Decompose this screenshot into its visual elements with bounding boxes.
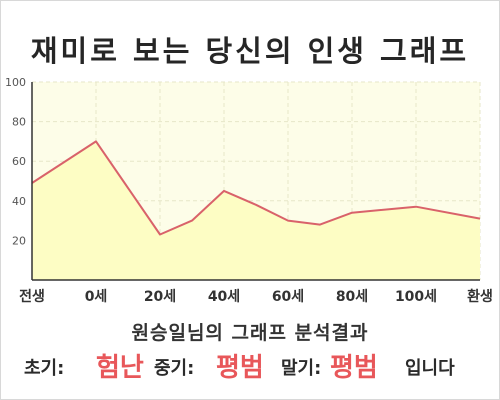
page-title: 재미로 보는 당신의 인생 그래프 [30,34,470,68]
x-tick-label: 전생 [19,288,45,305]
analysis-subtitle: 원승일님의 그래프 분석결과 [131,322,369,344]
x-tick-label: 60세 [272,289,304,305]
early-label: 초기: [24,358,65,379]
life-area [32,141,480,280]
x-tick-label: 40세 [208,289,240,305]
late-label: 말기: [281,358,322,379]
mid-value: 평범 [216,353,264,383]
y-tick-label: 80 [12,116,26,129]
x-tick-label: 0세 [85,289,108,305]
x-tick-label: 80세 [336,289,368,305]
mid-label: 중기: [154,358,195,379]
x-tick-label: 환생 [467,288,493,305]
early-value: 험난 [96,353,144,383]
x-tick-labels: 전생 0세 20세 40세 60세 80세 100세 환생 [19,288,493,305]
y-tick-label: 100 [5,76,26,89]
x-tick-label: 20세 [144,289,176,305]
x-tick-label: 100세 [395,289,437,305]
y-tick-label: 60 [12,155,26,168]
y-tick-labels: 20 40 60 80 100 [5,76,26,247]
life-line [31,140,481,236]
result-suffix: 입니다 [405,358,455,379]
y-tick-label: 20 [12,234,26,247]
y-tick-label: 40 [12,195,26,208]
late-value: 평범 [330,353,378,383]
